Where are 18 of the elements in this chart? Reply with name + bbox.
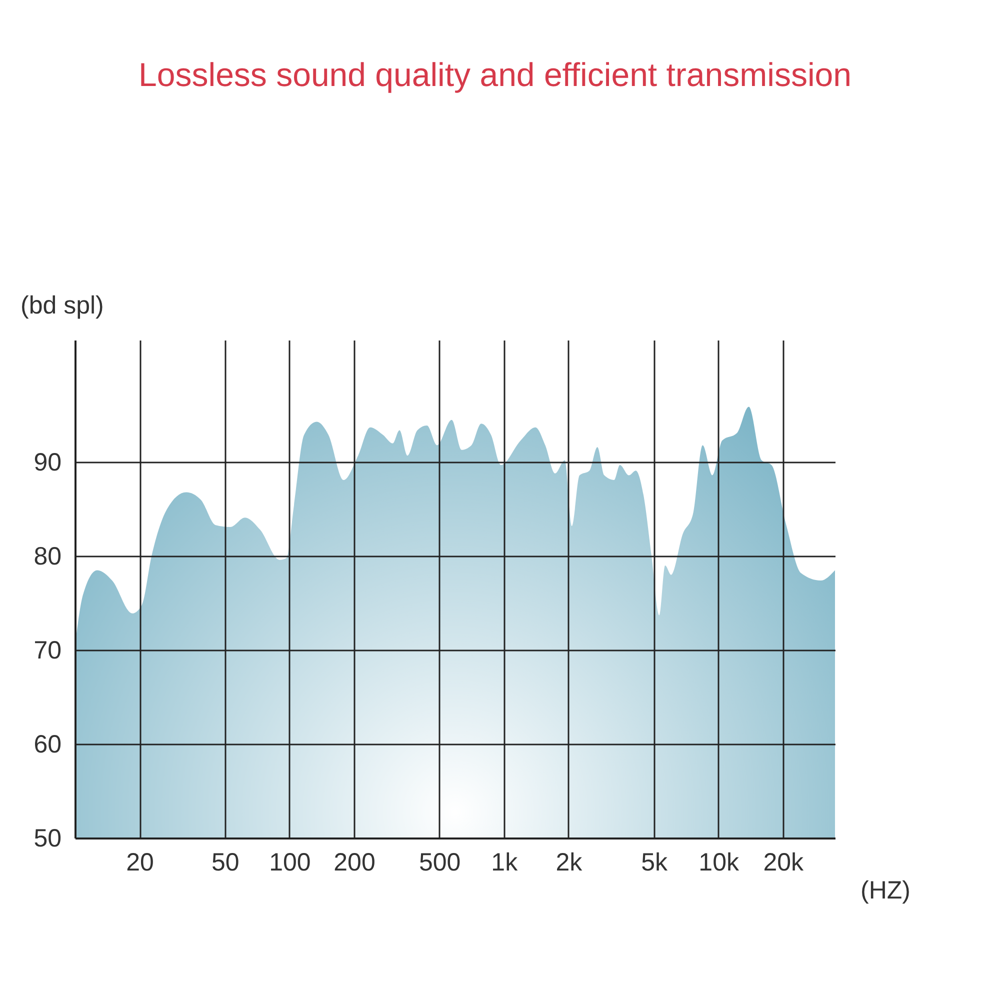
x-axis-title: (HZ) [860,876,910,904]
y-axis-title: (bd spl) [20,292,104,320]
y-tick-label: 60 [34,730,62,759]
y-tick-label: 80 [34,542,62,571]
x-tick-label: 20k [763,848,804,876]
x-tick-label: 5k [641,848,668,876]
x-tick-label: 200 [334,848,376,876]
x-tick-label: 2k [556,848,583,876]
chart-title: Lossless sound quality and efficient transmission [138,56,852,93]
x-tick-label: 500 [418,848,461,876]
x-tick-label: 20 [126,848,154,876]
y-tick-label: 50 [34,824,62,852]
x-tick-label: 1k [491,848,518,876]
x-tick-label: 100 [269,848,311,876]
x-tick-label: 10k [698,848,740,876]
y-tick-label: 90 [34,448,62,477]
y-tick-label: 70 [34,636,62,665]
x-tick-label: 50 [211,848,240,876]
